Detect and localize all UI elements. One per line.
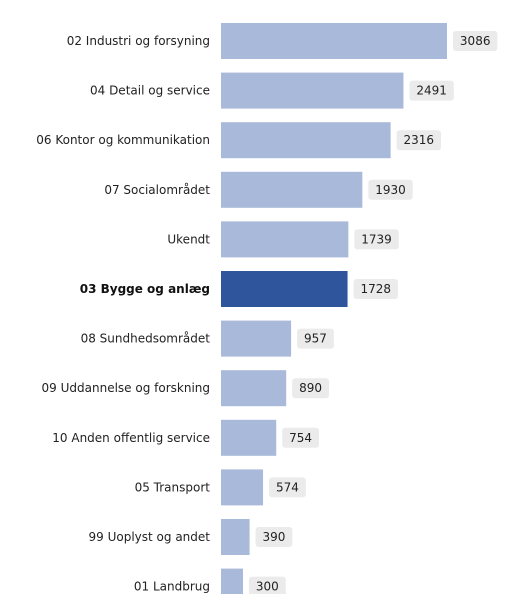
category-label: Ukendt: [167, 232, 210, 246]
value-label: 300: [256, 580, 279, 594]
bar: [221, 23, 447, 59]
value-label-box: [282, 427, 320, 448]
category-label: 04 Detail og service: [90, 84, 210, 98]
value-label: 890: [299, 381, 322, 395]
value-label-box: [297, 328, 334, 349]
category-label: 08 Sundhedsområdet: [81, 332, 211, 346]
value-label-box: [368, 179, 413, 200]
category-label: 07 Socialområdet: [104, 183, 210, 197]
value-label: 1930: [375, 183, 406, 197]
category-label: 01 Landbrug: [134, 580, 210, 594]
category-label: 02 Industri og forsyning: [67, 34, 210, 48]
bar: [221, 568, 243, 594]
category-label: 10 Anden offentlig service: [52, 431, 210, 445]
value-label: 957: [304, 332, 327, 346]
category-label: 06 Kontor og kommunikation: [36, 133, 210, 147]
bars-layer: 02 Industri og forsyning 3086 04 Detail og…: [36, 23, 498, 594]
value-label: 390: [263, 530, 286, 544]
value-label-box: [269, 477, 306, 498]
value-label: 2316: [404, 133, 435, 147]
bar: [221, 320, 292, 357]
value-label: 574: [276, 480, 299, 494]
bar: [221, 370, 287, 407]
bar: [221, 519, 250, 555]
category-label: 03 Bygge og anlæg: [80, 282, 210, 296]
value-label: 1739: [361, 232, 392, 246]
bar: [221, 271, 348, 307]
value-label-box: [353, 279, 398, 299]
value-label: 754: [289, 431, 312, 445]
value-label-box: [292, 378, 329, 399]
category-label: 09 Uddannelse og forskning: [42, 381, 210, 395]
value-label: 2491: [416, 84, 447, 98]
value-label: 3086: [460, 34, 491, 48]
value-label-box: [396, 130, 442, 151]
value-label-box: [453, 31, 498, 51]
bar: [221, 419, 277, 456]
value-label-box: [248, 576, 286, 594]
value-label-box: [409, 80, 454, 101]
category-label: 05 Transport: [135, 480, 211, 494]
category-label: 99 Uoplyst og andet: [89, 530, 211, 544]
bar: [221, 171, 363, 208]
value-label-box: [354, 229, 399, 250]
bar: [221, 122, 391, 159]
bar: [221, 469, 264, 506]
value-label: 1728: [360, 282, 391, 296]
bar: [221, 221, 349, 258]
bar: [221, 72, 404, 109]
value-label-box: [255, 527, 293, 547]
